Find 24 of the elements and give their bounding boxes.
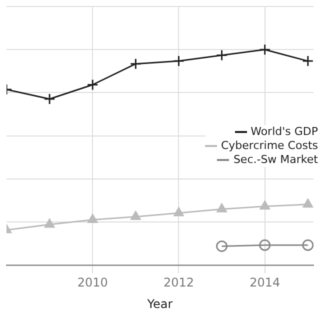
point	[216, 49, 228, 61]
x-axis-title: Year	[146, 296, 173, 311]
x-tick-label: 2010	[77, 276, 108, 290]
point	[302, 239, 314, 251]
point	[44, 218, 55, 228]
point	[130, 58, 142, 70]
point	[86, 79, 98, 91]
point	[174, 207, 184, 216]
point	[260, 200, 270, 210]
point	[172, 55, 184, 67]
point	[259, 44, 271, 56]
x-tick-label: 2014	[250, 276, 280, 290]
point	[302, 55, 314, 67]
legend-label: Sec.-Sw Market	[233, 153, 318, 167]
x-tick-label: 2012	[163, 276, 194, 290]
point	[302, 198, 313, 208]
legend-label: World's GDP	[250, 125, 318, 139]
point	[216, 240, 228, 252]
point	[88, 214, 98, 223]
point	[259, 239, 271, 251]
point	[44, 93, 56, 105]
legend-label: Cybercrime Costs	[220, 139, 318, 153]
point	[130, 210, 141, 220]
point	[216, 203, 227, 212]
